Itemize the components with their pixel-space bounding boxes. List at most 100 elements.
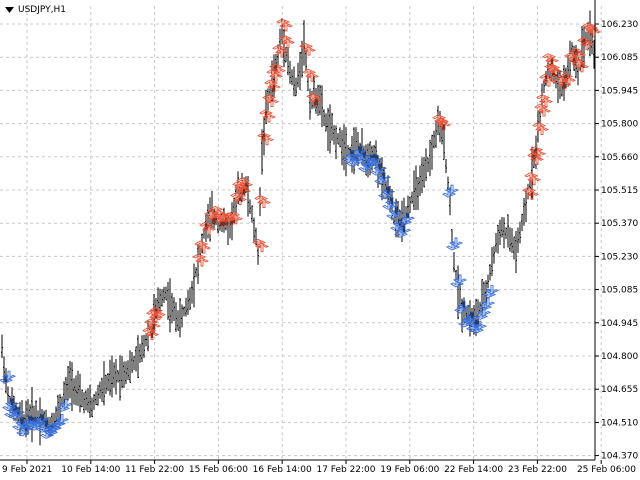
fish-arrow-icon [549, 67, 564, 77]
fish-arrow-icon [366, 157, 381, 167]
fish-arrow-icon [55, 414, 70, 424]
fish-arrow-icon [522, 186, 537, 196]
symbol-header: USDJPY,H1 [3, 3, 66, 17]
fish-arrow-icon [194, 240, 209, 250]
fish-arrow-icon [575, 63, 590, 73]
fish-arrow-icon [229, 215, 244, 225]
fish-arrow-icon [145, 331, 160, 340]
fish-arrow-icon [233, 196, 248, 205]
fish-arrow-icon [373, 162, 388, 172]
fish-arrow-icon [478, 301, 493, 311]
fish-arrow-icon [529, 146, 544, 156]
price-tick-label: 104.370 [601, 452, 638, 462]
fish-arrow-icon [482, 289, 497, 299]
fish-arrow-icon [446, 241, 461, 251]
fish-arrow-icon [539, 98, 554, 108]
sell-signals-layer [142, 18, 602, 340]
fish-arrow-icon [254, 195, 269, 204]
fish-arrow-icon [260, 136, 275, 146]
time-tick-label: 15 Feb 06:00 [189, 465, 248, 475]
fish-arrow-icon [149, 306, 164, 316]
fish-arrow-icon [269, 72, 284, 82]
fish-arrow-icon [234, 183, 249, 193]
buy-signals-layer [0, 145, 500, 439]
fish-arrow-icon [432, 114, 447, 124]
fish-arrow-icon [237, 187, 252, 197]
fish-arrow-icon [309, 96, 324, 106]
time-tick-label: 22 Feb 14:00 [444, 465, 503, 475]
fish-arrow-icon [275, 48, 290, 58]
fish-arrow-icon [302, 46, 317, 56]
fish-arrow-icon [572, 59, 587, 69]
fish-arrow-icon [272, 67, 287, 77]
fish-arrow-icon [377, 171, 392, 181]
fish-arrow-icon [445, 184, 460, 194]
fish-arrow-icon [259, 109, 274, 119]
fish-arrow-icon [527, 151, 542, 161]
fish-arrow-icon [536, 94, 551, 104]
fish-arrow-icon [557, 80, 572, 90]
fish-arrow-icon [382, 200, 397, 210]
fish-arrow-icon [534, 103, 549, 113]
fish-arrow-icon [381, 186, 396, 196]
fish-arrow-icon [532, 150, 547, 160]
fish-arrow-icon [457, 300, 472, 310]
fish-arrow-icon [580, 40, 595, 50]
fish-arrow-icon [269, 63, 284, 73]
fish-arrow-icon [398, 216, 413, 226]
time-tick-label: 23 Feb 22:00 [508, 465, 567, 475]
fish-arrow-icon [230, 192, 245, 201]
fish-arrow-icon [542, 77, 557, 87]
price-tick-label: 105.660 [601, 153, 638, 163]
fish-arrow-icon [305, 72, 320, 82]
fish-arrow-icon [539, 73, 554, 83]
grid-layer [0, 6, 602, 460]
fish-arrow-icon [485, 285, 500, 295]
fish-arrow-icon [394, 228, 409, 238]
time-tick-label: 25 Feb 06:00 [577, 465, 636, 475]
price-tick-label: 105.945 [601, 86, 638, 96]
fish-arrow-icon [236, 177, 251, 187]
fish-arrow-icon [279, 22, 294, 32]
fish-arrow-icon [357, 150, 372, 160]
fish-arrow-icon [465, 311, 480, 321]
fish-arrow-icon [255, 242, 270, 252]
time-tick-label: 10 Feb 14:00 [61, 465, 120, 475]
fish-arrow-icon [454, 304, 469, 314]
fish-arrow-icon [59, 398, 74, 408]
fish-arrow-icon [386, 210, 401, 220]
price-tick-label: 104.945 [601, 319, 638, 329]
fish-arrow-icon [393, 218, 408, 228]
fish-arrow-icon [437, 121, 452, 131]
price-tick-label: 106.085 [601, 53, 638, 63]
fish-arrow-icon [378, 190, 393, 200]
fish-arrow-icon [369, 153, 384, 163]
price-axis: 106.230 106.085 105.945 105.800 105.660 105.5… [595, 20, 638, 462]
fish-arrow-icon [199, 221, 214, 231]
fish-arrow-icon [276, 18, 291, 28]
price-tick-label: 105.085 [601, 286, 638, 296]
fish-arrow-icon [535, 126, 550, 135]
fish-arrow-icon [462, 315, 477, 325]
fish-arrow-icon [584, 24, 599, 34]
fish-arrow-icon [542, 53, 557, 63]
fish-arrow-icon [195, 257, 210, 267]
fish-arrow-icon [262, 94, 277, 104]
fish-arrow-icon [470, 324, 485, 334]
price-tick-label: 105.230 [601, 252, 638, 262]
fish-arrow-icon [11, 406, 26, 416]
fish-arrow-icon [527, 176, 542, 186]
triangle-down-icon[interactable] [3, 4, 15, 16]
fish-arrow-icon [302, 68, 317, 78]
fish-arrow-icon [32, 417, 47, 427]
fish-arrow-icon [0, 374, 14, 384]
fish-arrow-icon [257, 132, 272, 142]
fish-arrow-icon [2, 370, 17, 380]
fish-arrow-icon [390, 222, 405, 232]
fish-arrow-icon [202, 225, 217, 235]
fish-arrow-icon [524, 172, 539, 182]
fish-arrow-icon [525, 190, 540, 200]
fish-arrow-icon [547, 67, 562, 77]
